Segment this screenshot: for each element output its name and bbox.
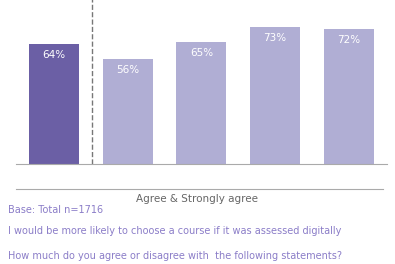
- Text: Base: Total n=1716: Base: Total n=1716: [8, 205, 103, 215]
- Bar: [177, 42, 226, 164]
- Bar: [29, 44, 79, 164]
- Text: 73%: 73%: [263, 33, 287, 43]
- Text: 72%: 72%: [337, 35, 360, 45]
- Bar: [324, 29, 374, 164]
- Text: How much do you agree or disagree with  the following statements?: How much do you agree or disagree with t…: [8, 251, 342, 261]
- Text: 65%: 65%: [190, 48, 213, 58]
- Text: I would be more likely to choose a course if it was assessed digitally: I would be more likely to choose a cours…: [8, 226, 341, 236]
- Bar: [250, 27, 300, 164]
- Text: 56%: 56%: [116, 65, 139, 75]
- Text: Agree & Strongly agree: Agree & Strongly agree: [137, 194, 258, 204]
- Text: 64%: 64%: [43, 50, 66, 60]
- Bar: [103, 59, 153, 164]
